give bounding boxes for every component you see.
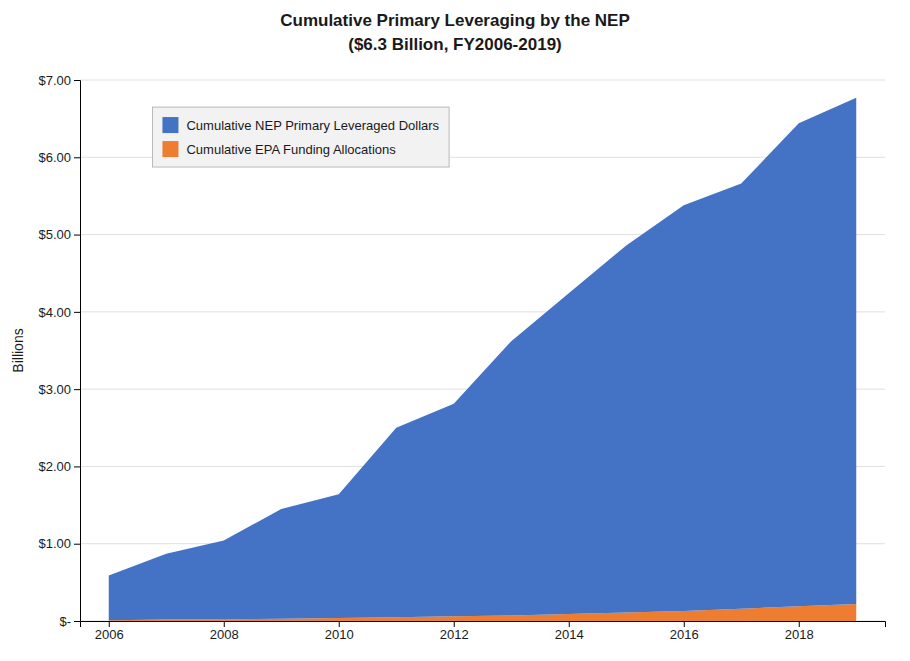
y-tick-label: $7.00 bbox=[38, 73, 71, 88]
x-tick: 2012 bbox=[440, 621, 469, 642]
x-tick-label: 2016 bbox=[670, 627, 699, 642]
x-tick: 2016 bbox=[670, 621, 699, 642]
x-tick-label: 2014 bbox=[555, 627, 584, 642]
y-tick: $7.00 bbox=[38, 73, 80, 88]
x-tick-label: 2018 bbox=[785, 627, 814, 642]
x-tick: 2018 bbox=[785, 621, 814, 642]
y-axis: $- $1.00 $2.00 $3.00 $4.00 $5.00 $6.00 $7.00 bbox=[38, 73, 80, 629]
areas bbox=[109, 98, 857, 621]
y-tick-mark bbox=[74, 544, 80, 545]
x-axis: 2006 2008 2010 2012 2014 2016 2018 bbox=[81, 621, 886, 642]
y-axis-line bbox=[74, 81, 81, 622]
y-tick-mark bbox=[74, 389, 80, 390]
legend-swatch bbox=[162, 141, 178, 157]
y-tick: $3.00 bbox=[38, 382, 80, 397]
y-tick-label: $6.00 bbox=[38, 150, 71, 165]
area bbox=[109, 98, 857, 620]
y-tick-label: $2.00 bbox=[38, 459, 71, 474]
y-tick-label: $3.00 bbox=[38, 382, 71, 397]
y-axis-label: Billions bbox=[10, 328, 26, 372]
y-tick: $- bbox=[59, 614, 80, 629]
x-tick-label: 2010 bbox=[325, 627, 354, 642]
y-tick-mark bbox=[74, 80, 80, 81]
title: Cumulative Primary Leveraging by the NEP bbox=[280, 11, 630, 30]
x-tick-mark bbox=[799, 621, 800, 627]
y-tick-mark bbox=[74, 621, 80, 622]
y-tick: $6.00 bbox=[38, 150, 80, 165]
x-tick: 2006 bbox=[95, 621, 124, 642]
y-tick-mark bbox=[74, 235, 80, 236]
grid bbox=[80, 80, 885, 621]
y-tick: $2.00 bbox=[38, 459, 80, 474]
y-tick-label: $4.00 bbox=[38, 305, 71, 320]
x-tick-mark bbox=[569, 621, 570, 627]
x-tick-mark bbox=[454, 621, 455, 627]
grid-line bbox=[80, 80, 885, 81]
legend-label: Cumulative NEP Primary Leveraged Dollars bbox=[186, 118, 439, 133]
y-tick-mark bbox=[74, 157, 80, 158]
legend-box bbox=[152, 107, 449, 167]
y-tick-label: $1.00 bbox=[38, 536, 71, 551]
x-tick-mark bbox=[109, 621, 110, 627]
legend-item: Cumulative EPA Funding Allocations bbox=[162, 141, 396, 157]
x-tick: 2008 bbox=[210, 621, 239, 642]
x-axis-line bbox=[81, 622, 886, 628]
legend-swatch bbox=[162, 117, 178, 133]
legend-item: Cumulative NEP Primary Leveraged Dollars bbox=[162, 117, 439, 133]
y-tick: $4.00 bbox=[38, 305, 80, 320]
y-tick-mark bbox=[74, 312, 80, 313]
x-tick-mark bbox=[224, 621, 225, 627]
legend-label: Cumulative EPA Funding Allocations bbox=[186, 142, 396, 157]
x-tick-label: 2008 bbox=[210, 627, 239, 642]
y-tick-label: $5.00 bbox=[38, 227, 71, 242]
chart: Cumulative Primary Leveraging by the NEP… bbox=[0, 0, 910, 661]
plot-area: 2006 2008 2010 2012 2014 2016 2018 $- $1.00 $2.00… bbox=[38, 73, 885, 643]
x-tick-mark bbox=[339, 621, 340, 627]
x-tick: 2014 bbox=[555, 621, 584, 642]
subtitle: ($6.3 Billion, FY2006-2019) bbox=[348, 35, 562, 54]
x-tick-label: 2006 bbox=[95, 627, 124, 642]
legend: Cumulative NEP Primary Leveraged Dollars… bbox=[152, 107, 449, 167]
y-tick-mark bbox=[74, 466, 80, 467]
y-tick-label: $- bbox=[59, 614, 71, 629]
y-tick: $5.00 bbox=[38, 227, 80, 242]
x-tick-mark bbox=[684, 621, 685, 627]
x-tick: 2010 bbox=[325, 621, 354, 642]
x-tick-label: 2012 bbox=[440, 627, 469, 642]
y-tick: $1.00 bbox=[38, 536, 80, 551]
